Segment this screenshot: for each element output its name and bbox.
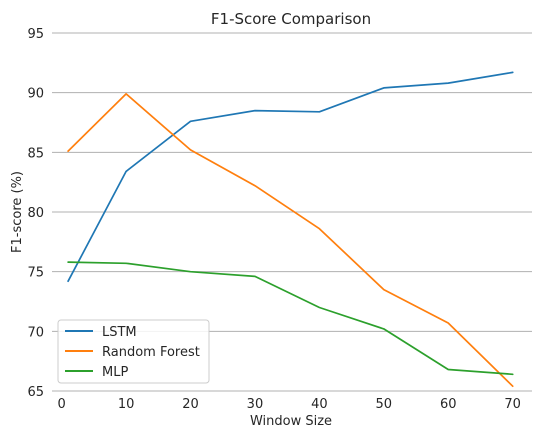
series-line-random-forest bbox=[67, 93, 514, 388]
x-tick-label: 10 bbox=[118, 397, 135, 412]
y-tick-label: 85 bbox=[27, 146, 44, 161]
x-tick-label: 0 bbox=[58, 397, 66, 412]
y-tick-label: 70 bbox=[27, 325, 44, 340]
chart-title: F1-Score Comparison bbox=[211, 10, 371, 28]
legend: LSTM Random Forest MLP bbox=[57, 319, 210, 384]
y-tick-label: 90 bbox=[27, 87, 44, 102]
x-tick-label: 20 bbox=[182, 397, 199, 412]
x-tick-label: 40 bbox=[311, 397, 328, 412]
series-line-mlp bbox=[67, 261, 514, 376]
legend-items: LSTM Random Forest MLP bbox=[65, 325, 200, 380]
series-lines bbox=[67, 71, 514, 388]
legend-label-lstm: LSTM bbox=[102, 325, 137, 340]
y-axis-label: F1-score (%) bbox=[10, 171, 25, 253]
x-tick-label: 30 bbox=[247, 397, 264, 412]
x-axis-label: Window Size bbox=[250, 414, 332, 429]
legend-label-mlp: MLP bbox=[102, 365, 128, 380]
y-tick-label: 65 bbox=[27, 385, 44, 400]
y-tick-label: 80 bbox=[27, 206, 44, 221]
y-tick-label: 95 bbox=[27, 27, 44, 42]
x-tick-label: 50 bbox=[376, 397, 393, 412]
y-tick-label: 75 bbox=[27, 266, 44, 281]
series-line-lstm bbox=[67, 71, 514, 283]
x-tick-label: 60 bbox=[440, 397, 457, 412]
legend-box bbox=[57, 319, 210, 384]
legend-label-random-forest: Random Forest bbox=[102, 345, 200, 360]
x-tick-label: 70 bbox=[504, 397, 521, 412]
tick-labels: 65 70 75 80 85 90 95 0 10 20 30 40 50 60 70 bbox=[27, 27, 520, 412]
